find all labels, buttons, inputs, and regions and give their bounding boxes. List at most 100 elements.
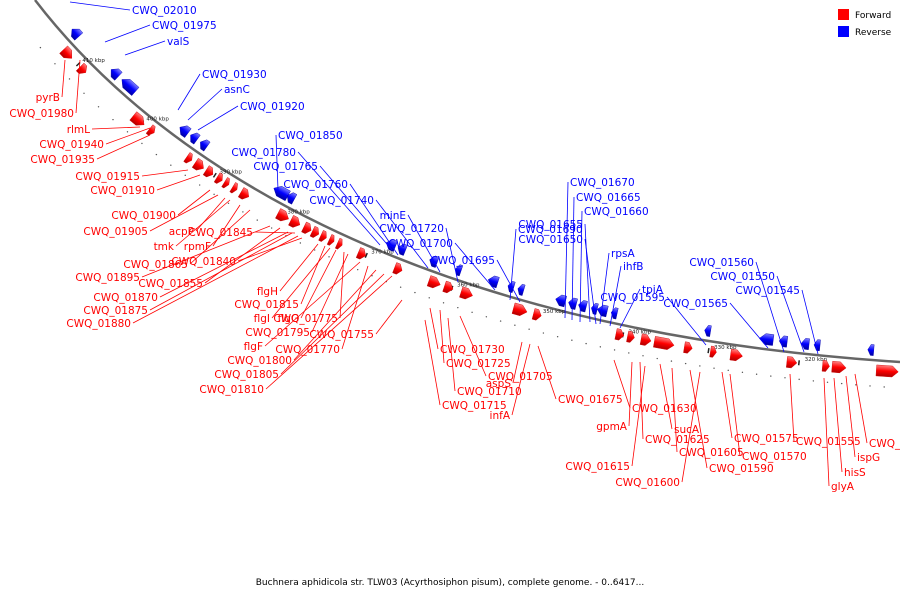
forward-gene-arrow: [831, 360, 847, 374]
leader-line: [689, 369, 708, 469]
gene-label-reverse: CWQ_01660: [584, 206, 649, 218]
leader-line: [293, 269, 377, 361]
leader-line: [613, 359, 631, 409]
legend-forward-label: Forward: [855, 11, 891, 21]
forward-gene-arrow: [426, 275, 441, 289]
gene-label-forward: CWQ_01590: [709, 463, 774, 475]
gene-label-reverse: CWQ_01690: [518, 224, 583, 236]
leader-line: [375, 299, 403, 335]
leader-line: [801, 289, 819, 355]
forward-gene-arrow: [653, 336, 675, 350]
minor-tick: [399, 286, 402, 288]
leader-line: [149, 232, 293, 311]
leader-line: [141, 225, 271, 278]
minor-tick: [198, 184, 201, 186]
gene-labels: CWQ_02010 CWQ_01975 valS CWQ_01930 asnC CWQ_0…: [9, 5, 900, 493]
gene-label-forward: pyrB: [36, 92, 60, 104]
leader-line: [584, 238, 597, 325]
figure-caption: Buchnera aphidicola str. TLW03 (Acyrthos…: [255, 578, 645, 588]
gene-label-forward: CWQ_01575: [734, 433, 799, 445]
leader-line: [189, 209, 251, 265]
gene-label-reverse: CWQ_01595: [600, 292, 665, 304]
leader-line: [459, 315, 487, 377]
reverse-gene-arrow: [597, 304, 609, 318]
reverse-gene-arrow: [110, 68, 123, 81]
leader-line: [628, 361, 633, 427]
forward-gene-arrow: [145, 124, 156, 136]
minor-tick: [883, 386, 885, 388]
minor-tick: [585, 342, 587, 345]
leader-line: [424, 319, 441, 406]
leader-line: [275, 134, 279, 191]
gene-label-forward: gpmA: [596, 421, 628, 433]
label-leader-lines: [61, 1, 868, 487]
gene-label-forward: CWQ_01800: [227, 355, 292, 367]
leader-line: [300, 249, 337, 319]
gene-label-forward: CWQ_01840: [171, 256, 236, 268]
leader-line: [447, 317, 456, 392]
gene-label-forward: CWQ_01705: [488, 371, 553, 383]
leader-line: [579, 210, 583, 323]
reverse-gene-arrow: [800, 338, 810, 350]
gene-label-reverse: CWQ_02010: [132, 5, 197, 17]
gene-label-reverse: CWQ_01760: [283, 179, 348, 191]
gene-label-forward: aspS: [486, 378, 512, 390]
leader-line: [729, 302, 769, 349]
leader-line: [619, 288, 641, 329]
gene-label-forward: CWQ_01725: [446, 358, 511, 370]
reverse-gene-arrow: [190, 132, 201, 145]
minor-tick: [414, 291, 416, 294]
gene-label-forward: CWQ_01600: [615, 477, 680, 489]
minor-tick: [457, 306, 459, 309]
minor-tick: [328, 256, 330, 258]
leader-line: [609, 265, 622, 327]
gene-features: [59, 28, 899, 378]
leader-line: [197, 105, 239, 131]
leader-line: [823, 377, 830, 487]
leader-line: [297, 151, 381, 246]
leader-line: [237, 237, 303, 262]
minor-tick: [442, 302, 445, 304]
gene-label-reverse: CWQ_01765: [253, 161, 318, 173]
leader-line: [584, 223, 591, 323]
gene-label-forward: CWQ_01715: [442, 400, 507, 412]
leader-line: [341, 265, 369, 350]
gene-label-forward: CWQ_01525: [869, 438, 900, 450]
reverse-gene-arrow: [487, 275, 500, 289]
gene-label-reverse: rpsA: [611, 248, 635, 260]
gene-label-forward: rlmL: [67, 124, 90, 136]
gene-label-forward: CWQ_01905: [83, 226, 148, 238]
forward-gene-arrow: [821, 360, 830, 372]
gene-label-reverse: valS: [167, 36, 190, 48]
gene-label-forward: CWQ_01855: [138, 278, 203, 290]
leader-line: [75, 59, 81, 114]
leader-line: [177, 73, 201, 111]
tick-label: 390 kbp: [219, 169, 242, 175]
leader-line: [854, 373, 868, 444]
minor-tick: [83, 92, 85, 94]
gene-label-forward: CWQ_01870: [93, 292, 158, 304]
gene-label-forward: CWQ_01980: [9, 108, 74, 120]
gene-label-forward: flgF: [244, 341, 263, 353]
minor-tick: [357, 268, 359, 271]
reverse-gene-arrow: [517, 283, 526, 296]
gene-label-reverse: CWQ_01850: [278, 130, 343, 142]
gene-label-forward: tmk: [154, 241, 175, 253]
gene-label-reverse: CWQ_01565: [663, 298, 728, 310]
leader-line: [407, 214, 441, 273]
gene-label-forward: CWQ_01895: [75, 272, 140, 284]
minor-tick: [471, 311, 473, 314]
tick-label: 410 kbp: [82, 58, 105, 64]
leader-line: [319, 165, 393, 251]
forward-gene-arrow: [614, 328, 625, 341]
minor-tick: [97, 106, 100, 108]
gene-label-reverse: CWQ_01695: [430, 255, 495, 267]
gene-label-forward: CWQ_01605: [679, 447, 744, 459]
gene-label-forward: CWQ_01935: [30, 154, 95, 166]
tick-label: 320 kbp: [805, 357, 828, 363]
forward-gene-arrow: [639, 333, 652, 346]
leader-line: [96, 134, 151, 160]
gene-label-reverse: CWQ_01930: [202, 69, 267, 81]
forward-gene-arrow: [683, 341, 693, 354]
gene-label-reverse: CWQ_01655: [518, 219, 583, 231]
